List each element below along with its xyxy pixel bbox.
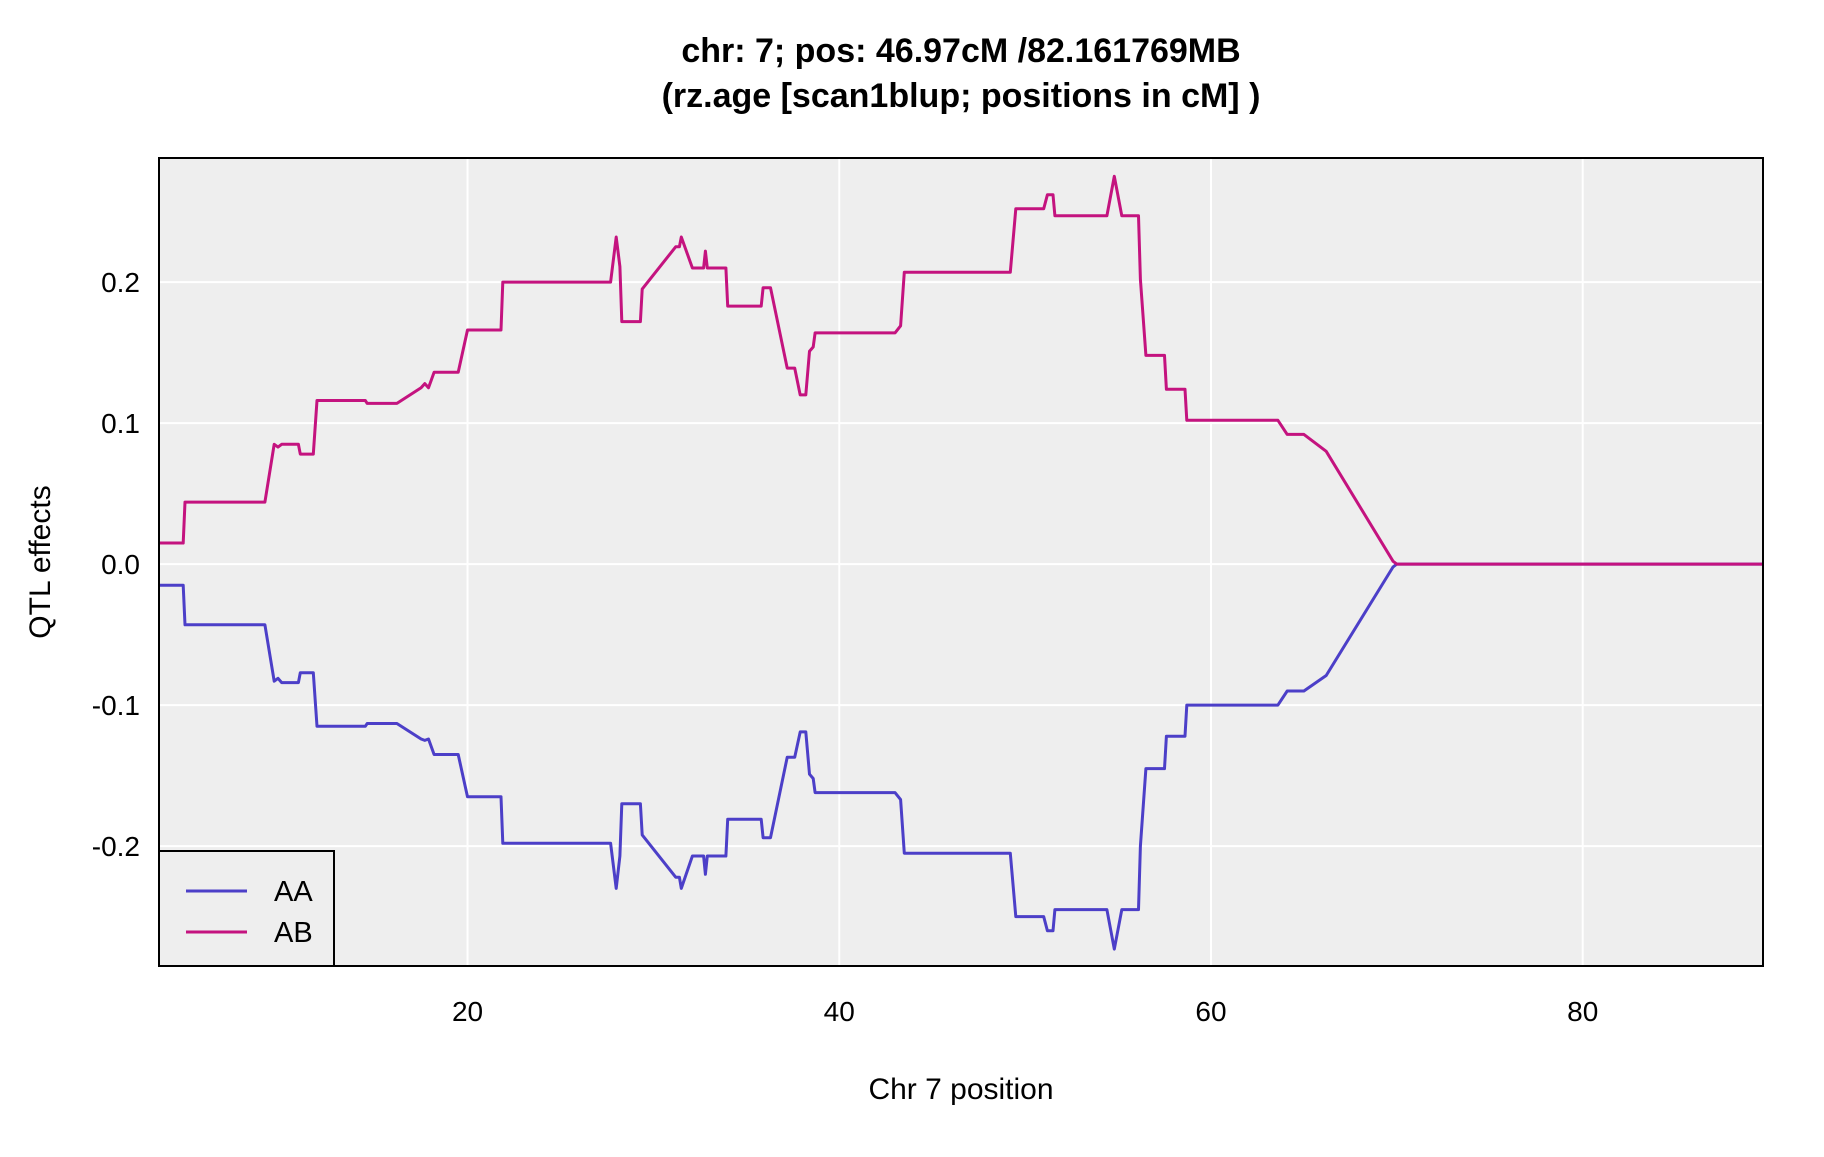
x-tick-label: 40 [824,996,855,1027]
tick-layer: 20 40 60 80 -0.2 -0.1 0.0 0.1 0.2 [92,267,1599,1027]
series-layer [159,174,1763,951]
x-tick-label: 60 [1195,996,1226,1027]
x-tick-label: 20 [452,996,483,1027]
series-line-aa [159,562,1763,951]
y-axis-label: QTL effects [24,485,57,638]
chart-title-line-2: (rz.age [scan1blup; positions in cM] ) [662,77,1261,115]
y-tick-label: 0.0 [101,549,140,580]
y-tick-label: -0.2 [92,831,140,862]
plot-border [158,157,1764,967]
legend-label-ab: AB [274,917,313,949]
legend-label-aa: AA [274,876,313,908]
legend-box [158,850,335,967]
y-tick-label: -0.1 [92,690,140,721]
y-tick-label: 0.1 [101,408,140,439]
x-axis-label: Chr 7 position [868,1073,1053,1106]
x-tick-label: 80 [1567,996,1598,1027]
legend: AA AB [158,850,335,967]
series-line-ab [159,174,1763,566]
plot-background [159,158,1763,966]
chart-title-line-1: chr: 7; pos: 46.97cM /82.161769MB [681,32,1240,70]
y-tick-label: 0.2 [101,267,140,298]
grid-layer [159,158,1763,966]
